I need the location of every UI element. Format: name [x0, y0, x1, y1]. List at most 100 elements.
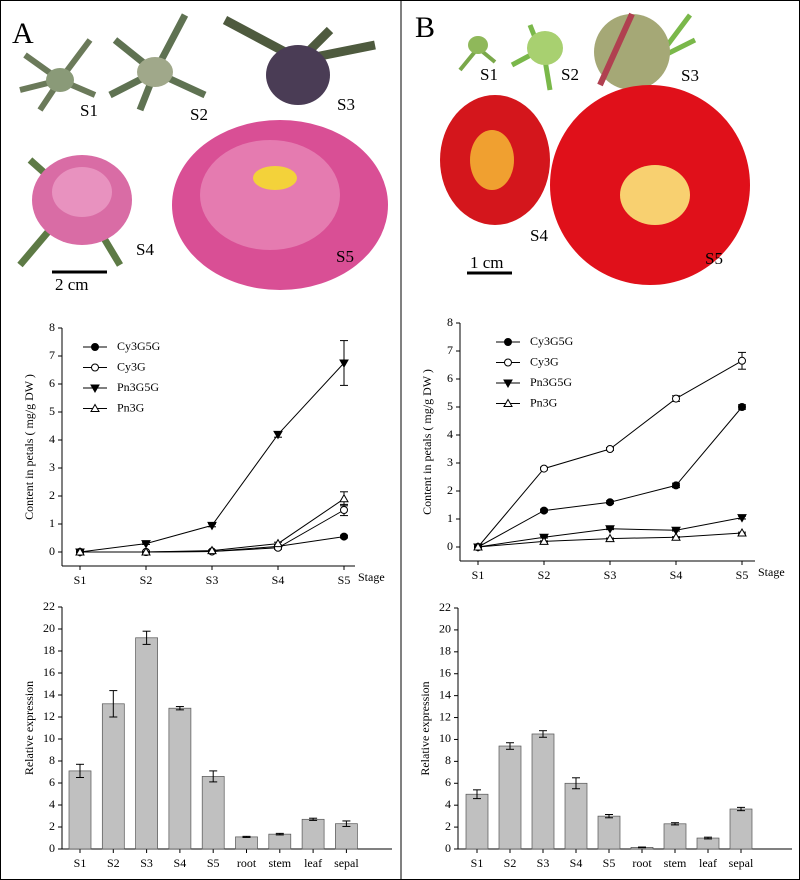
y-tick-label: 16 — [439, 665, 451, 679]
y-tick-label: 8 — [49, 753, 55, 767]
bar — [564, 782, 588, 850]
marker — [605, 525, 615, 534]
stage-label: S3 — [681, 66, 699, 85]
x-tick-label: S2 — [538, 568, 551, 582]
y-tick-label: 10 — [439, 731, 451, 745]
marker — [671, 526, 681, 536]
scale-label: 2 cm — [55, 275, 89, 294]
y-tick-label: 0 — [49, 841, 55, 855]
bar — [301, 818, 325, 850]
bar — [235, 836, 258, 850]
y-tick-label: 4 — [49, 797, 55, 811]
x-tick-label: S5 — [338, 573, 351, 587]
y-tick-label: 2 — [447, 483, 453, 497]
panel-label: A — [12, 17, 34, 50]
y-tick-label: 18 — [43, 643, 55, 657]
bar — [465, 793, 489, 850]
bar — [101, 703, 125, 850]
marker — [540, 464, 548, 473]
y-tick-label: 1 — [49, 516, 55, 530]
bar — [729, 808, 753, 850]
y-tick-label: 3 — [447, 455, 453, 469]
marker — [606, 445, 614, 453]
marker — [606, 498, 614, 507]
x-tick-label: S2 — [504, 856, 517, 870]
x-tick-label: S4 — [670, 568, 683, 582]
bar — [135, 637, 158, 850]
y-tick-label: 3 — [49, 460, 55, 474]
x-tick-label: leaf — [304, 856, 322, 870]
legend-label: Cy3G — [117, 359, 146, 373]
y-tick-label: 4 — [49, 432, 55, 446]
x-tick-label: sepal — [729, 856, 754, 870]
bar — [268, 833, 292, 850]
y-tick-label: 22 — [43, 599, 55, 613]
bar — [68, 770, 92, 850]
y-tick-label: 16 — [43, 665, 55, 679]
y-tick-label: 12 — [43, 709, 55, 723]
x-tick-label: S1 — [74, 856, 87, 870]
y-tick-label: 8 — [447, 315, 453, 329]
marker — [738, 356, 746, 365]
legend-label: Cy3G5G — [117, 339, 161, 353]
marker — [737, 527, 747, 537]
y-axis-label: Relative expression — [418, 681, 432, 775]
x-tick-label: S4 — [570, 856, 583, 870]
stage-label: S1 — [480, 65, 498, 84]
legend-label: Pn3G — [530, 395, 558, 409]
y-tick-label: 6 — [49, 376, 55, 390]
y-tick-label: 6 — [445, 775, 451, 789]
x-tick-label: S5 — [736, 568, 749, 582]
y-tick-label: 4 — [445, 797, 451, 811]
x-tick-label: leaf — [699, 856, 717, 870]
y-tick-label: 20 — [439, 622, 451, 636]
x-tick-label: S5 — [207, 856, 220, 870]
marker — [207, 521, 217, 531]
y-tick-label: 12 — [439, 709, 451, 723]
marker — [672, 481, 680, 490]
stage-label: S3 — [337, 95, 355, 114]
x-tick-label: S3 — [140, 856, 153, 870]
y-tick-label: 5 — [49, 404, 55, 418]
x-tick-label: S3 — [206, 573, 219, 587]
bar — [498, 745, 522, 850]
y-tick-label: 5 — [447, 399, 453, 413]
stage-label: S1 — [80, 101, 98, 120]
y-tick-label: 2 — [445, 819, 451, 833]
marker — [273, 538, 283, 548]
y-tick-label: 7 — [447, 343, 453, 357]
marker — [91, 343, 99, 351]
legend-label: Pn3G5G — [117, 380, 159, 394]
x-axis-label: Stage — [758, 565, 785, 579]
y-tick-label: 8 — [49, 320, 55, 334]
x-tick-label: root — [237, 856, 257, 870]
legend-label: Cy3G5G — [530, 334, 574, 348]
x-tick-label: S1 — [472, 568, 485, 582]
marker — [339, 359, 349, 369]
marker — [671, 532, 681, 541]
marker — [273, 430, 283, 440]
marker — [672, 394, 680, 403]
stage-label: S5 — [705, 249, 723, 268]
y-tick-label: 4 — [447, 427, 453, 441]
marker — [339, 493, 349, 503]
x-axis-label: Stage — [358, 570, 385, 584]
marker — [504, 338, 512, 346]
x-tick-label: S1 — [74, 573, 87, 587]
legend-label: Pn3G5G — [530, 375, 572, 389]
y-tick-label: 0 — [447, 539, 453, 553]
x-tick-label: stem — [664, 856, 687, 870]
marker — [340, 532, 348, 541]
y-tick-label: 14 — [43, 687, 55, 701]
y-tick-label: 20 — [43, 621, 55, 635]
marker — [141, 540, 151, 549]
bar — [696, 837, 720, 850]
y-axis-label: Relative expression — [22, 681, 36, 775]
x-tick-label: S1 — [471, 856, 484, 870]
marker — [473, 541, 483, 551]
marker — [340, 506, 348, 514]
y-tick-label: 18 — [439, 644, 451, 658]
y-tick-label: 0 — [49, 544, 55, 558]
x-tick-label: sepal — [334, 856, 359, 870]
